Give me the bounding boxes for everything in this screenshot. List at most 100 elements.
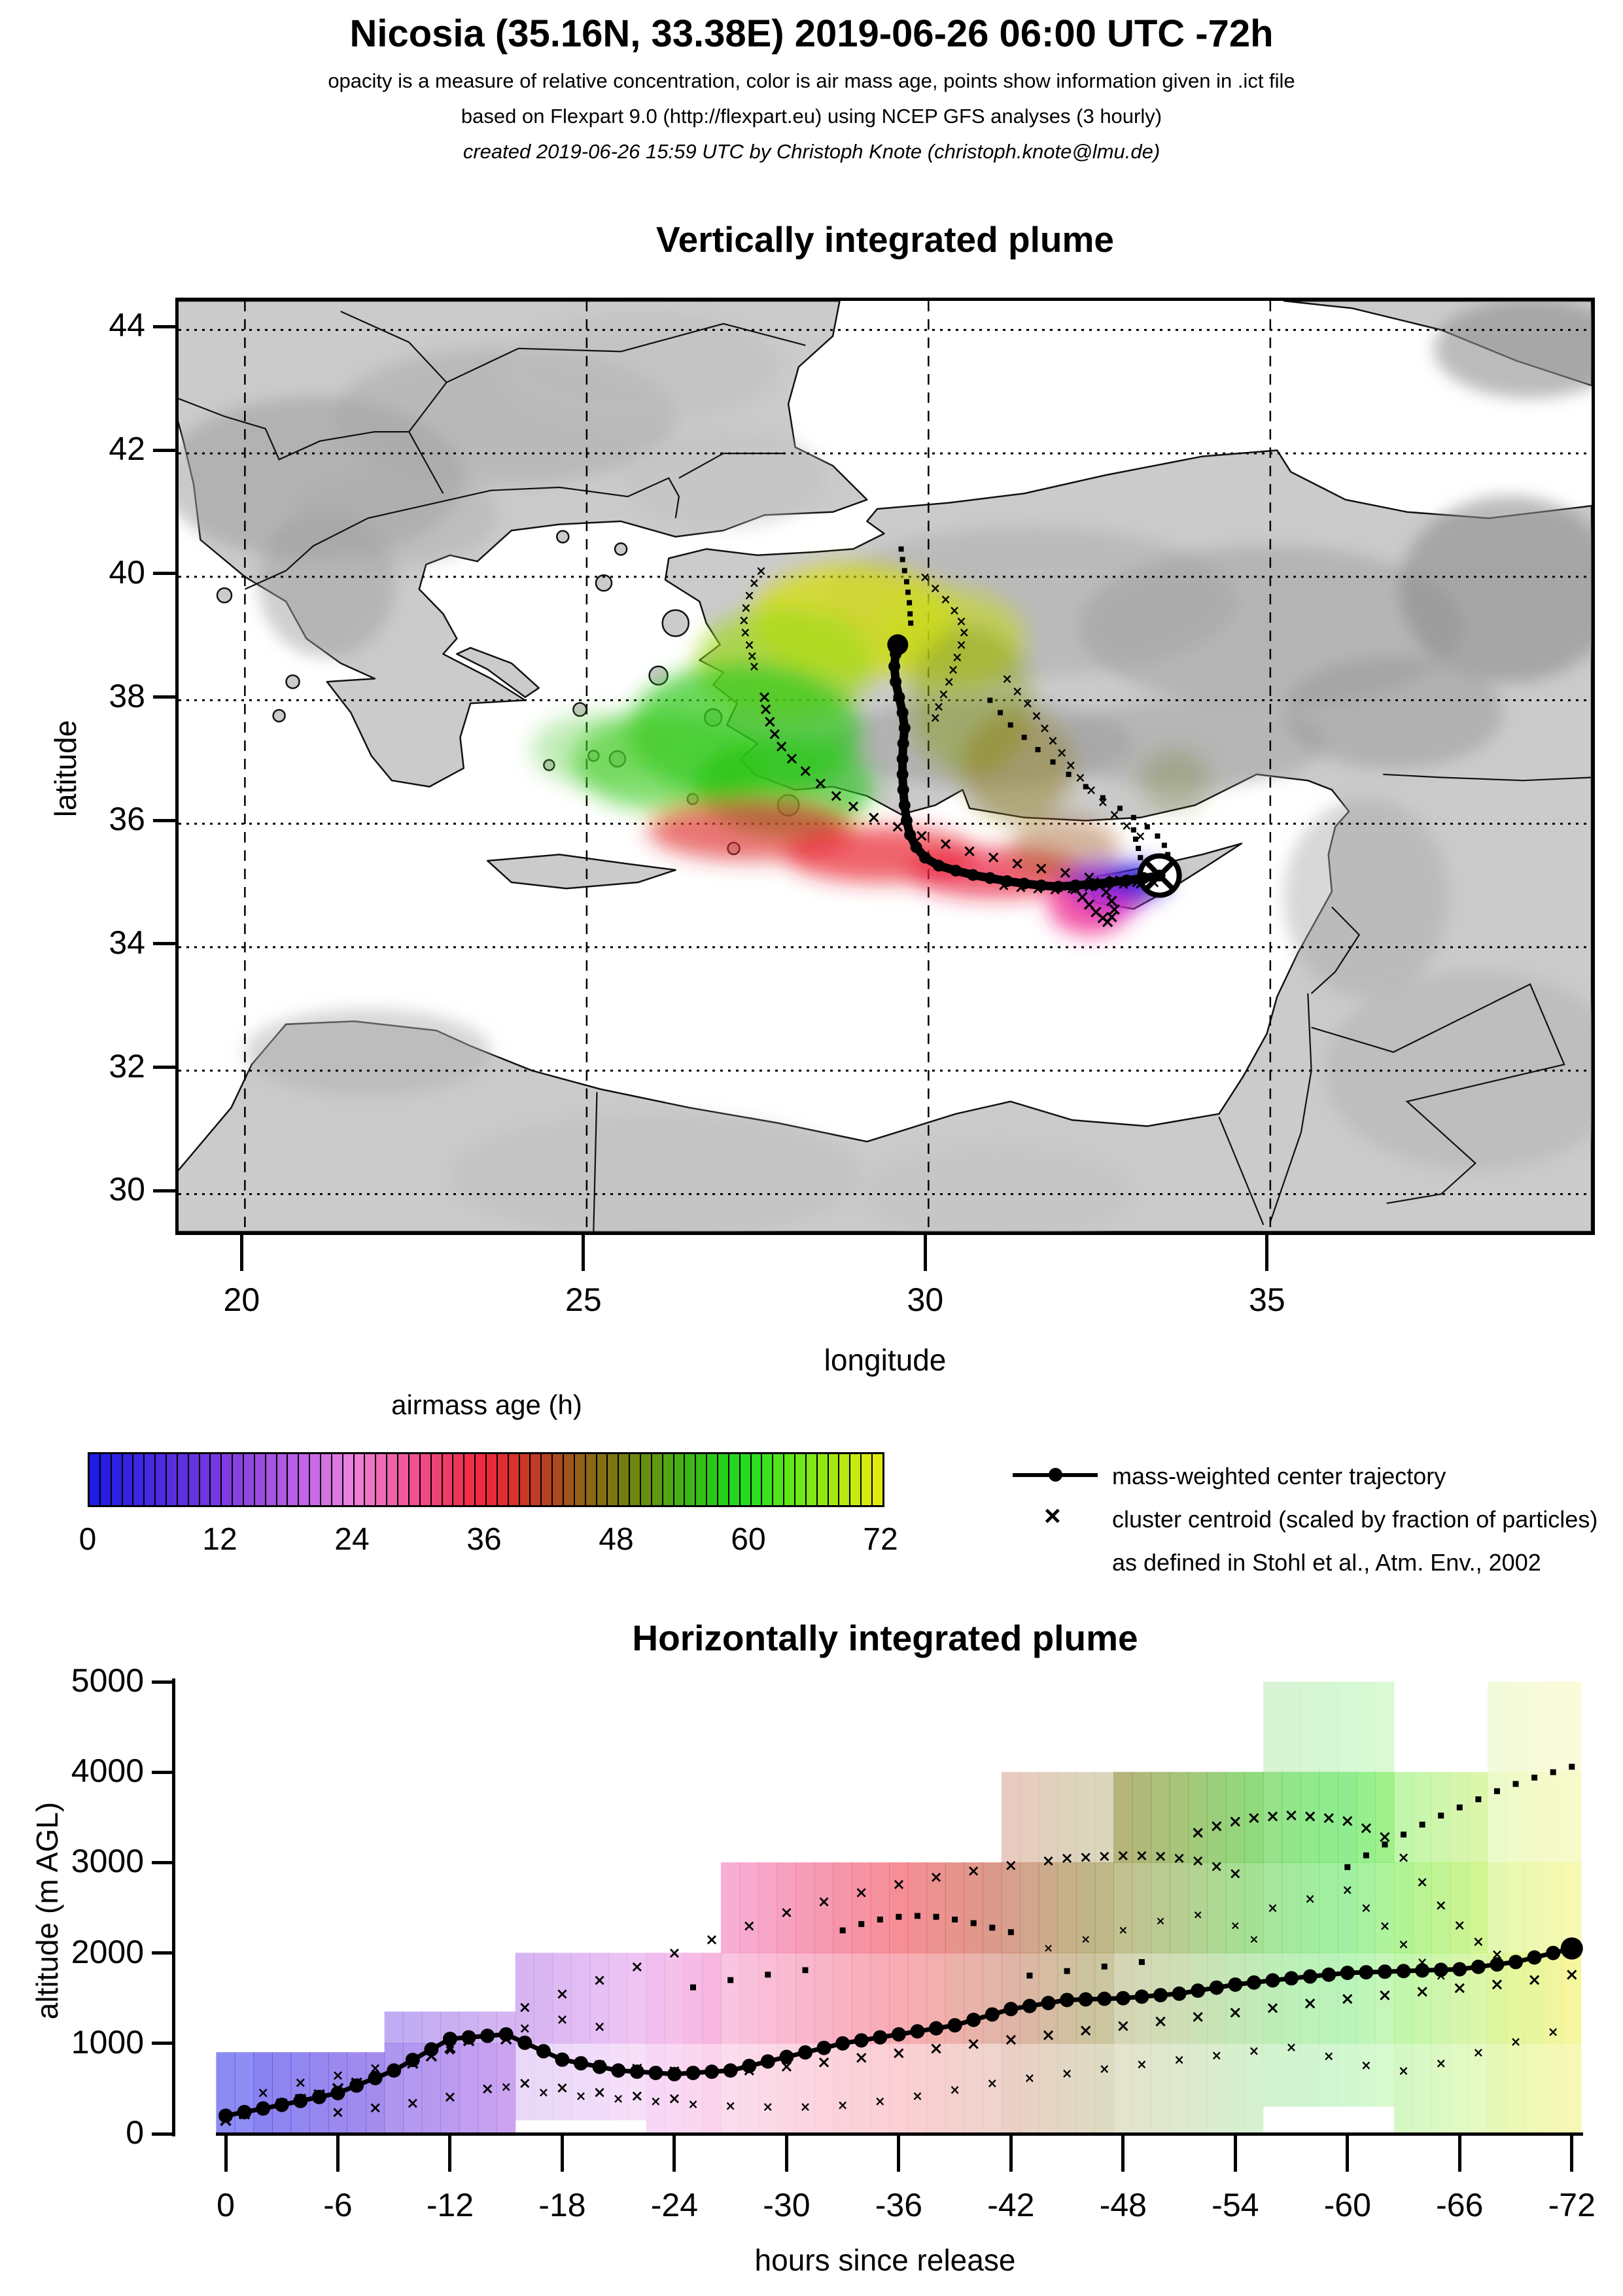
svg-text:×: × xyxy=(912,2088,923,2104)
svg-text:×: × xyxy=(1266,1998,1280,2018)
legend-trajectory-label: mass-weighted center trajectory xyxy=(1112,1463,1446,1489)
svg-text:×: × xyxy=(854,2048,869,2068)
svg-text:×: × xyxy=(759,700,773,720)
hp-x-tick-label: -24 xyxy=(650,2187,699,2223)
island xyxy=(556,530,570,544)
hp-svg: × × × × × × × × × × × × × × × × × × × × × × × × × × × × × × × × × × × × × × × ×… xyxy=(216,1681,1583,2134)
colorbar-cell xyxy=(145,1454,156,1505)
airmass-age-colorbar xyxy=(88,1452,884,1507)
svg-text:×: × xyxy=(780,1903,793,1921)
svg-text:×: × xyxy=(593,2019,605,2035)
map-lon-tick xyxy=(1265,1235,1269,1271)
svg-text:×: × xyxy=(939,834,953,854)
svg-text:×: × xyxy=(846,797,861,816)
colorbar-cell xyxy=(630,1454,641,1505)
colorbar-cell xyxy=(100,1454,112,1505)
map-lat-tick xyxy=(153,324,175,328)
colorbar-cell xyxy=(486,1454,498,1505)
legend-cluster-symbol: × xyxy=(1044,1500,1061,1532)
island xyxy=(661,609,689,637)
svg-text:×: × xyxy=(986,848,1001,867)
hp-x-tick xyxy=(560,2134,564,2172)
map-lat-tick xyxy=(153,448,175,452)
hp-cluster-centroids: × × × × × × × × × × × × × × × × × × × × × × × × × × × × × × × × × × × × × × × ×… xyxy=(217,1764,1579,2132)
colorbar-cell xyxy=(740,1454,752,1505)
hp-y-tick xyxy=(152,1951,174,1955)
colorbar-cell xyxy=(156,1454,167,1505)
svg-text:×: × xyxy=(1210,1857,1223,1875)
map-lat-tick xyxy=(153,1066,175,1070)
svg-text:×: × xyxy=(1304,1891,1316,1907)
svg-text:×: × xyxy=(1303,1994,1318,2013)
colorbar-tick-label: 24 xyxy=(334,1522,370,1557)
svg-text:×: × xyxy=(943,674,954,689)
colorbar-title: airmass age (h) xyxy=(391,1389,582,1420)
svg-text:×: × xyxy=(668,1944,681,1962)
map-lat-tick-label: 30 xyxy=(109,1171,145,1208)
colorbar-cell xyxy=(850,1454,862,1505)
hp-x-tick xyxy=(448,2134,452,2172)
svg-text:×: × xyxy=(1154,1847,1167,1866)
colorbar-cell xyxy=(321,1454,332,1505)
svg-text:×: × xyxy=(1109,807,1120,822)
svg-text:×: × xyxy=(1321,1809,1336,1828)
colorbar-cell xyxy=(828,1454,840,1505)
hp-x-tick-label: -36 xyxy=(875,2187,922,2223)
colorbar-cell xyxy=(420,1454,432,1505)
island xyxy=(285,674,300,689)
svg-text:×: × xyxy=(1473,2045,1484,2061)
colorbar-cell xyxy=(751,1454,763,1505)
svg-text:×: × xyxy=(332,2068,343,2084)
svg-text:×: × xyxy=(1107,898,1122,920)
hp-x-axis-label: hours since release xyxy=(754,2243,1016,2277)
svg-text:×: × xyxy=(1229,1864,1242,1883)
svg-text:×: × xyxy=(1435,1898,1446,1914)
svg-text:×: × xyxy=(875,2093,886,2109)
svg-text:×: × xyxy=(1191,1852,1204,1870)
hp-x-tick-label: -54 xyxy=(1212,2187,1259,2223)
svg-text:×: × xyxy=(1565,1965,1579,1985)
svg-text:×: × xyxy=(1398,2062,1409,2078)
svg-text:×: × xyxy=(762,2099,773,2115)
svg-text:×: × xyxy=(1228,1812,1242,1832)
colorbar-tick-label: 48 xyxy=(599,1522,634,1557)
hp-y-tick-label: 4000 xyxy=(71,1752,144,1790)
colorbar-cell xyxy=(707,1454,718,1505)
svg-text:×: × xyxy=(556,2011,568,2028)
colorbar-tick-label: 60 xyxy=(731,1522,766,1557)
hp-x-tick-label: -12 xyxy=(426,2187,474,2223)
svg-text:×: × xyxy=(1117,1846,1130,1864)
svg-text:×: × xyxy=(1086,782,1097,797)
map-x-axis-label: longitude xyxy=(824,1343,947,1377)
svg-text:×: × xyxy=(986,2076,998,2091)
svg-text:×: × xyxy=(1081,893,1096,914)
svg-text:×: × xyxy=(739,612,750,628)
svg-text:×: × xyxy=(1075,769,1086,785)
svg-text:×: × xyxy=(444,2042,456,2059)
svg-text:×: × xyxy=(1452,1978,1467,1998)
svg-text:×: × xyxy=(1397,1850,1409,1866)
svg-text:×: × xyxy=(1062,2065,1073,2081)
svg-text:×: × xyxy=(1118,1924,1128,1938)
svg-text:×: × xyxy=(1228,2003,1242,2023)
colorbar-cell xyxy=(254,1454,266,1505)
hp-plot-area: × × × × × × × × × × × × × × × × × × × × × × × × × × × × × × × × × × × × × × × ×… xyxy=(175,1671,1601,2188)
colorbar-cell xyxy=(387,1454,399,1505)
svg-text:×: × xyxy=(867,808,881,827)
svg-text:×: × xyxy=(406,2094,419,2112)
svg-text:×: × xyxy=(369,2098,382,2117)
hp-x-tick-label: -18 xyxy=(538,2187,586,2223)
hp-x-tick xyxy=(1009,2134,1013,2172)
svg-text:×: × xyxy=(1012,683,1023,699)
map-lat-tick-label: 42 xyxy=(109,430,145,468)
hp-x-tick-label: -72 xyxy=(1548,2187,1596,2223)
colorbar-cell xyxy=(133,1454,145,1505)
map-plume xyxy=(531,564,1210,935)
svg-text:×: × xyxy=(1378,1986,1392,2006)
map-plot-title: Vertically integrated plume xyxy=(656,219,1114,260)
svg-text:×: × xyxy=(1266,1807,1280,1826)
colorbar-cell xyxy=(222,1454,234,1505)
svg-text:×: × xyxy=(705,1930,718,1949)
svg-text:×: × xyxy=(1361,2057,1372,2073)
svg-text:×: × xyxy=(1031,708,1042,723)
